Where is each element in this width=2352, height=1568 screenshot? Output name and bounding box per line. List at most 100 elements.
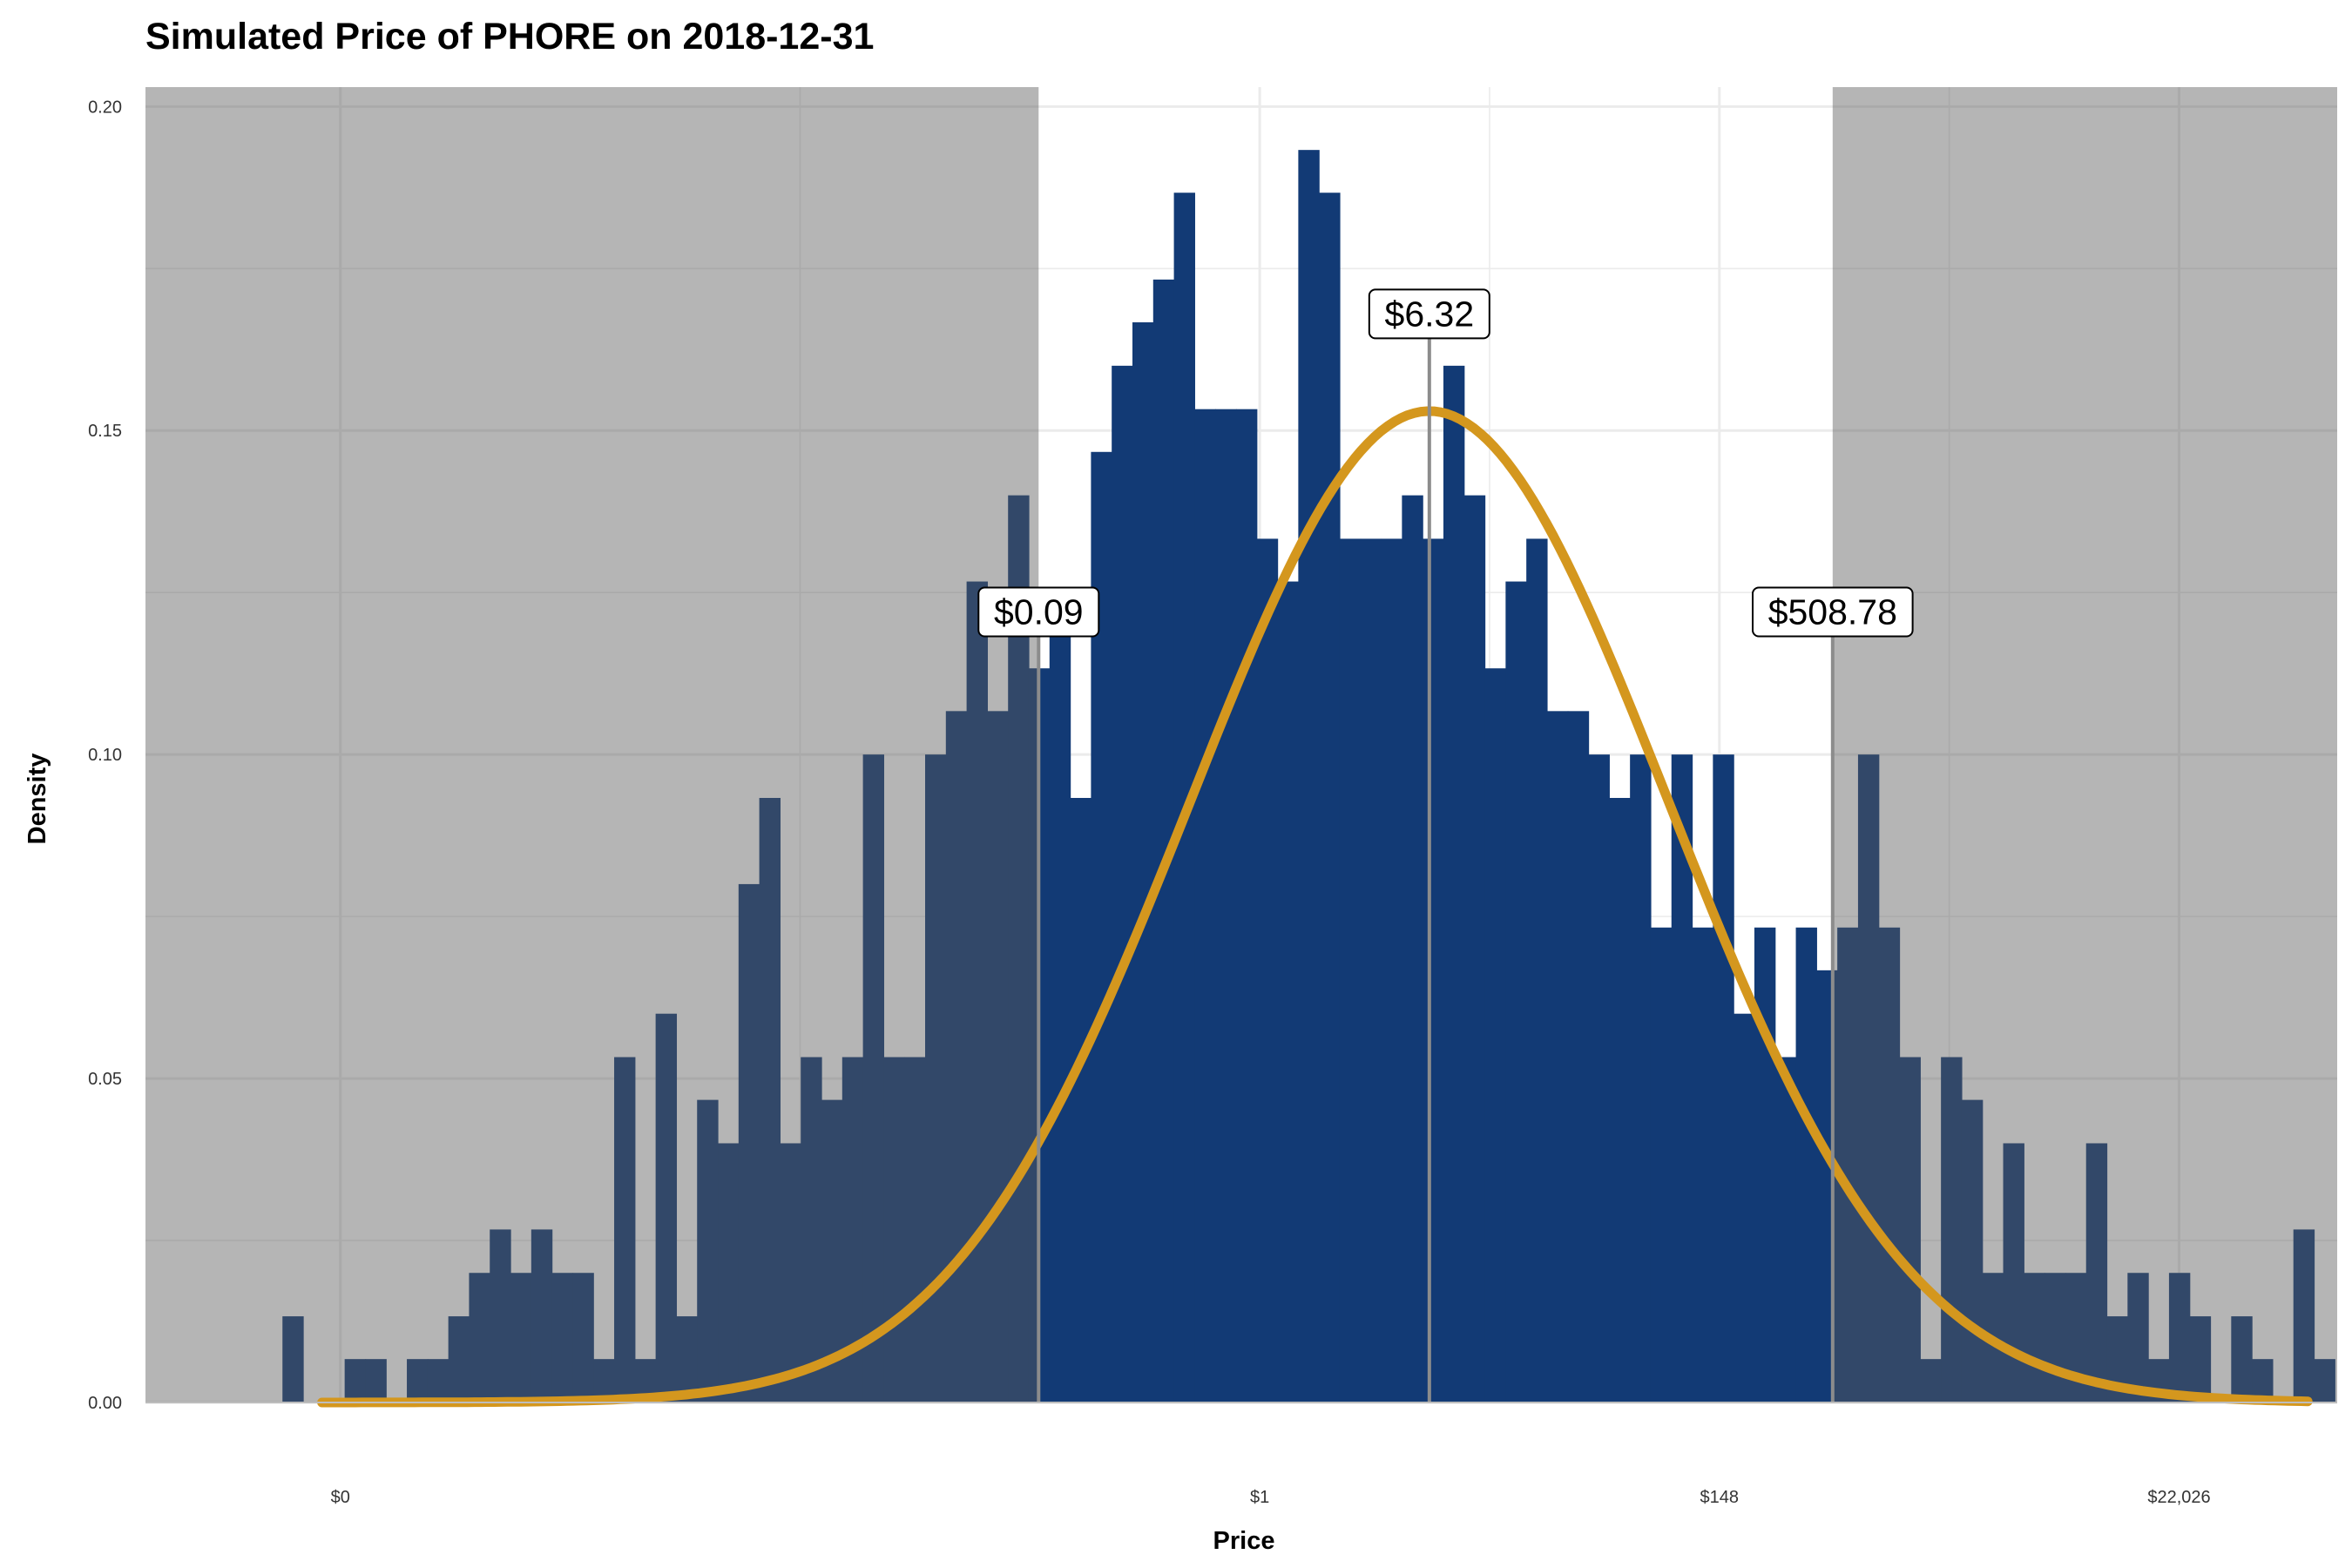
histogram-bar [1609, 797, 1631, 1402]
histogram-bar [490, 1229, 511, 1402]
histogram-bar [1463, 495, 1486, 1403]
histogram-bar [1423, 538, 1444, 1402]
histogram-bar [1546, 711, 1569, 1402]
histogram-bar [365, 1359, 387, 1402]
histogram-bar [1319, 193, 1341, 1402]
histogram-bar [2189, 1316, 2212, 1402]
histogram-bar [1899, 1057, 1921, 1402]
histogram-bar [738, 883, 760, 1402]
histogram-bar [676, 1316, 698, 1402]
x-tick-label: $1 [1250, 1488, 1269, 1507]
histogram-bar [427, 1359, 449, 1402]
histogram-bar [1235, 409, 1258, 1402]
histogram-bar [1920, 1359, 1942, 1402]
annotation-label-box [1368, 288, 1490, 340]
histogram-bar [2127, 1273, 2149, 1402]
histogram-bar [1277, 581, 1299, 1402]
histogram-bar [1734, 1013, 1755, 1402]
histogram-bar [945, 711, 968, 1402]
histogram-bar [1774, 1057, 1797, 1402]
normal-density-curve [317, 406, 2313, 1408]
histogram-bar [1112, 365, 1133, 1403]
shaded-tails [145, 87, 2337, 1402]
histogram-bar [759, 797, 781, 1402]
histogram-bar [966, 581, 989, 1402]
histogram-bar [2024, 1273, 2045, 1402]
shaded-tail-region [1832, 87, 2337, 1402]
x-tick-label: $0 [331, 1488, 350, 1507]
histogram-bar [407, 1359, 429, 1402]
histogram-bar [614, 1057, 636, 1402]
chart-title: Simulated Price of PHORE on 2018-12-31 [145, 16, 875, 57]
histogram-bar [2231, 1316, 2253, 1402]
histogram-bar [1941, 1057, 1963, 1402]
histogram-bar [551, 1273, 574, 1402]
histogram-bar [1256, 538, 1279, 1402]
annotation-label: $6.32 [1385, 294, 1475, 334]
histogram-bar [801, 1057, 822, 1402]
histogram-bar [697, 1099, 719, 1402]
histogram-bar [1961, 1099, 1984, 1402]
histogram-bar [282, 1316, 304, 1402]
histogram-bar [1070, 797, 1092, 1402]
histogram-bar [1443, 365, 1465, 1403]
histogram-bar [904, 1057, 926, 1402]
axes: 0.00 0.05 0.10 0.15 0.20 $0 $1 $148 $22,026 [88, 98, 2337, 1507]
histogram-bar [2085, 1143, 2108, 1402]
histogram-bar [780, 1143, 801, 1402]
shaded-tail-region [145, 87, 1039, 1402]
histogram-bar [2293, 1229, 2315, 1402]
histogram-bar [1402, 495, 1423, 1403]
x-axis-title: Price [1213, 1527, 1275, 1555]
histogram-bar [883, 1057, 905, 1402]
x-tick-label: $148 [1700, 1488, 1740, 1507]
histogram-bar [987, 711, 1009, 1402]
histogram-bar [531, 1229, 553, 1402]
annotations: $0.09 $6.32 $508.78 [977, 288, 1914, 1402]
histogram-bar [1484, 668, 1506, 1402]
histogram-bar [1008, 495, 1030, 1403]
y-tick-label: 0.00 [88, 1394, 122, 1413]
histogram-bar [1381, 538, 1402, 1402]
histogram-bar [1526, 538, 1548, 1402]
histogram-bar [448, 1316, 470, 1402]
histogram-bar [1754, 927, 1776, 1402]
histogram-bar [1857, 754, 1880, 1402]
histogram-bar [1650, 927, 1673, 1402]
histogram-bar [1837, 927, 1859, 1402]
y-tick-label: 0.05 [88, 1070, 122, 1089]
density-curve-layer [317, 406, 2313, 1408]
y-axis-title: Density [24, 754, 51, 845]
histogram-bar [1360, 538, 1382, 1402]
histogram-bar [1795, 927, 1817, 1402]
annotation-label-box [1752, 586, 1914, 638]
annotation-label: $0.09 [994, 592, 1084, 632]
histogram-bar [469, 1273, 490, 1402]
histogram-bar [1215, 409, 1237, 1402]
histogram-bar [1630, 754, 1652, 1402]
histogram-bar [2168, 1273, 2191, 1402]
histogram-bar [1194, 409, 1216, 1402]
histogram-bar [1567, 711, 1590, 1402]
histogram-bar [572, 1273, 594, 1402]
histogram-bar [655, 1013, 678, 1402]
histogram-bar [1298, 150, 1320, 1402]
histogram-bar [2314, 1359, 2335, 1402]
y-tick-label: 0.10 [88, 746, 122, 765]
histogram-bar [1132, 322, 1154, 1402]
histogram-bar [510, 1273, 532, 1402]
histogram-bar [344, 1359, 367, 1402]
histogram-bar [862, 754, 885, 1402]
histogram-bar [1049, 625, 1071, 1402]
histogram-bar [1692, 927, 1713, 1402]
histogram-bar [1339, 538, 1362, 1402]
annotation-label: $508.78 [1768, 592, 1897, 632]
y-tick-label: 0.20 [88, 98, 122, 117]
annotation-label-box [977, 586, 1100, 638]
histogram-bar [1713, 754, 1734, 1402]
histogram-bar [718, 1143, 740, 1402]
x-tick-label: $22,026 [2147, 1488, 2210, 1507]
histogram-bar [2044, 1273, 2066, 1402]
y-tick-label: 0.15 [88, 422, 122, 441]
